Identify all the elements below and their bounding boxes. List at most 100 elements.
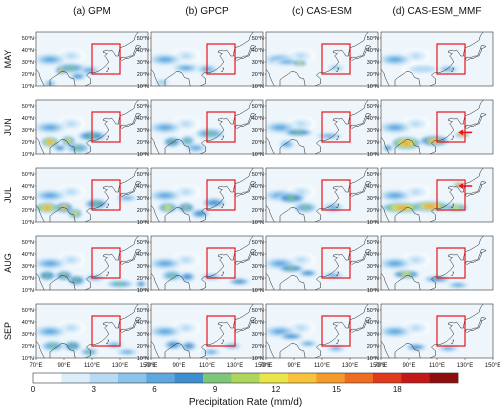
region-box <box>206 247 236 279</box>
precip-cell <box>304 271 312 275</box>
precip-cell <box>301 205 310 210</box>
coastline <box>266 100 369 154</box>
lat-tick-label: 50°N <box>22 104 34 110</box>
lat-tick-label: 30°N <box>22 196 34 202</box>
lat-tick-label: 40°N <box>252 48 264 54</box>
coastline-taiwan <box>336 203 340 208</box>
region-box <box>321 247 351 279</box>
panel-frame <box>380 99 494 155</box>
precip-cell <box>411 121 421 127</box>
lat-tick-label: 30°N <box>367 60 379 66</box>
lat-tick-label: 50°N <box>22 36 34 42</box>
coastline <box>381 168 484 222</box>
colorbar-tick: 3 <box>91 385 96 394</box>
lat-tick-label: 30°N <box>22 60 34 66</box>
map-panel: 50°N 40°N 30°N 20°N 10°N <box>22 167 149 226</box>
precip-cell <box>169 140 175 144</box>
lat-tick-label: 10°N <box>367 288 379 294</box>
lat-tick-label: 30°N <box>22 332 34 338</box>
lat-tick-label: 10°N <box>367 152 379 158</box>
colorbar-segment <box>146 373 175 383</box>
coastline <box>36 100 139 154</box>
precip-cell <box>57 146 63 150</box>
colorbar-tick: 18 <box>393 385 402 394</box>
lat-tick-label: 10°N <box>137 220 149 226</box>
precip-cell <box>329 205 338 210</box>
colorbar-tick: 6 <box>152 385 157 394</box>
lat-tick-label: 20°N <box>367 72 379 78</box>
lon-tick-label: 130°E <box>227 363 243 369</box>
coastline <box>266 32 369 86</box>
lon-tick-label: 70°E <box>144 363 157 369</box>
lat-tick-label: 30°N <box>367 196 379 202</box>
coastline-taiwan <box>106 67 110 72</box>
lat-tick-label: 50°N <box>252 172 264 178</box>
precip-cell <box>389 125 401 130</box>
precip-cell <box>386 146 390 150</box>
coastline-japan <box>119 316 142 334</box>
coastline <box>381 32 484 86</box>
map-panel: 50°N 40°N 30°N 20°N 10°N <box>22 235 149 294</box>
precip-cell <box>296 121 306 127</box>
lat-tick-label: 20°N <box>252 344 264 350</box>
colorbar-segment <box>61 373 90 383</box>
precip-cell <box>296 325 306 331</box>
panel-frame <box>265 99 379 155</box>
colorbar-tick: 0 <box>31 385 36 394</box>
lat-tick-label: 40°N <box>252 252 264 258</box>
column-title: (a) GPM <box>73 6 111 17</box>
lat-tick-label: 20°N <box>252 276 264 282</box>
column-title: (b) GPCP <box>185 6 229 17</box>
lat-tick-label: 30°N <box>137 196 149 202</box>
coastline-japan <box>349 44 372 62</box>
precip-cell <box>123 350 131 354</box>
lon-tick-label: 150°E <box>140 363 156 369</box>
lat-tick-label: 10°N <box>22 288 34 294</box>
coastline-japan <box>119 248 142 266</box>
precip-cell <box>168 273 176 278</box>
colorbar-segment <box>316 373 345 383</box>
lat-tick-label: 50°N <box>22 240 34 246</box>
lat-tick-label: 40°N <box>137 184 149 190</box>
lat-tick-label: 10°N <box>137 356 149 362</box>
precip-cell <box>297 62 302 65</box>
coastline-japan <box>119 112 142 130</box>
coastline-japan <box>234 316 257 334</box>
precip-cell <box>59 69 64 72</box>
lat-tick-label: 10°N <box>367 220 379 226</box>
lat-tick-label: 10°N <box>252 288 264 294</box>
lat-tick-label: 40°N <box>367 48 379 54</box>
row-labels: MAY JUN JUL AUG SEP <box>3 50 13 340</box>
lat-tick-label: 30°N <box>252 60 264 66</box>
lat-tick-label: 40°N <box>22 252 34 258</box>
coastline-japan <box>464 248 487 266</box>
region-box <box>91 179 121 211</box>
lon-tick-label: 150°E <box>485 363 500 369</box>
lat-tick-label: 20°N <box>22 72 34 78</box>
precip-cell <box>411 325 421 331</box>
colorbar-segment <box>373 373 402 383</box>
precip-cell <box>332 347 340 350</box>
lon-tick-label: 110°E <box>84 363 100 369</box>
column-titles: (a) GPM (b) GPCP (c) CAS-ESM (d) CAS-ESM_MM… <box>73 6 481 17</box>
lon-tick-label: 90°E <box>57 363 70 369</box>
colorbar-tick: 15 <box>332 385 341 394</box>
lat-tick-label: 10°N <box>137 288 149 294</box>
colorbar-segment <box>288 373 317 383</box>
panel-frame <box>265 31 379 87</box>
precip-cell <box>401 273 411 276</box>
coastline <box>36 236 139 290</box>
lon-tick-label: 130°E <box>112 363 128 369</box>
region-box <box>91 247 121 279</box>
precip-cell <box>274 261 286 266</box>
precip-cell <box>92 202 101 206</box>
coastline <box>151 168 254 222</box>
lat-tick-label: 20°N <box>22 208 34 214</box>
lat-tick-label: 50°N <box>367 240 379 246</box>
precip-cell <box>296 257 306 263</box>
lat-tick-label: 30°N <box>367 264 379 270</box>
precip-cell <box>183 205 189 210</box>
precip-cell <box>411 189 421 195</box>
panel-frame <box>35 31 149 87</box>
precip-cell <box>274 125 286 130</box>
